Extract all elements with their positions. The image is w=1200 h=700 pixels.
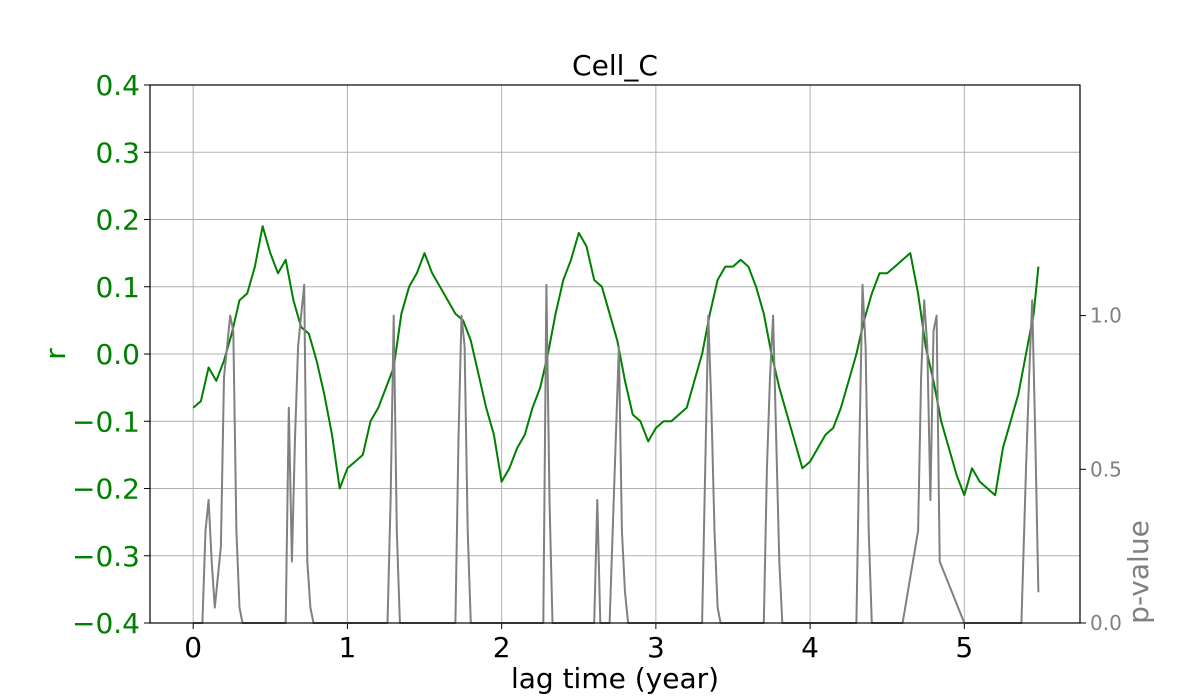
series-group (192, 225, 1040, 624)
x-tick-label: 0 (184, 631, 202, 664)
y2-tick-label: 0.0 (1090, 611, 1122, 635)
y2-axis-ticks: 0.0 0.5 1.0 (1080, 304, 1122, 635)
x-tick-label: 2 (493, 631, 511, 664)
x-tick-label: 3 (647, 631, 665, 664)
y2-tick-label: 0.5 (1090, 457, 1122, 481)
y-tick-label: −0.3 (72, 540, 140, 573)
chart-title: Cell_C (572, 49, 658, 82)
x-tick-label: 4 (801, 631, 819, 664)
y-tick-label: −0.4 (72, 607, 140, 640)
y-tick-label: 0.2 (95, 204, 140, 237)
y-tick-label: −0.1 (72, 405, 140, 438)
y-axis-ticks: 0.4 0.3 0.2 0.1 0.0 −0.1 −0.2 −0.3 −0.4 (72, 69, 150, 640)
r-series-line (192, 225, 1040, 497)
y-tick-label: 0.4 (95, 69, 140, 102)
y2-tick-label: 1.0 (1090, 304, 1122, 328)
y2-axis-label: p-value (1122, 520, 1155, 624)
x-tick-label: 1 (338, 631, 356, 664)
y-axis-label: r (39, 348, 72, 360)
y-tick-label: 0.1 (95, 271, 140, 304)
x-axis-ticks: 0 1 2 3 4 5 (184, 623, 973, 664)
grid-lines (150, 84, 1080, 624)
x-tick-label: 5 (955, 631, 973, 664)
y-tick-label: −0.2 (72, 473, 140, 506)
y-tick-label: 0.3 (95, 136, 140, 169)
plot-frame (149, 84, 1081, 624)
y-tick-label: 0.0 (95, 338, 140, 371)
x-axis-label: lag time (year) (511, 662, 719, 695)
